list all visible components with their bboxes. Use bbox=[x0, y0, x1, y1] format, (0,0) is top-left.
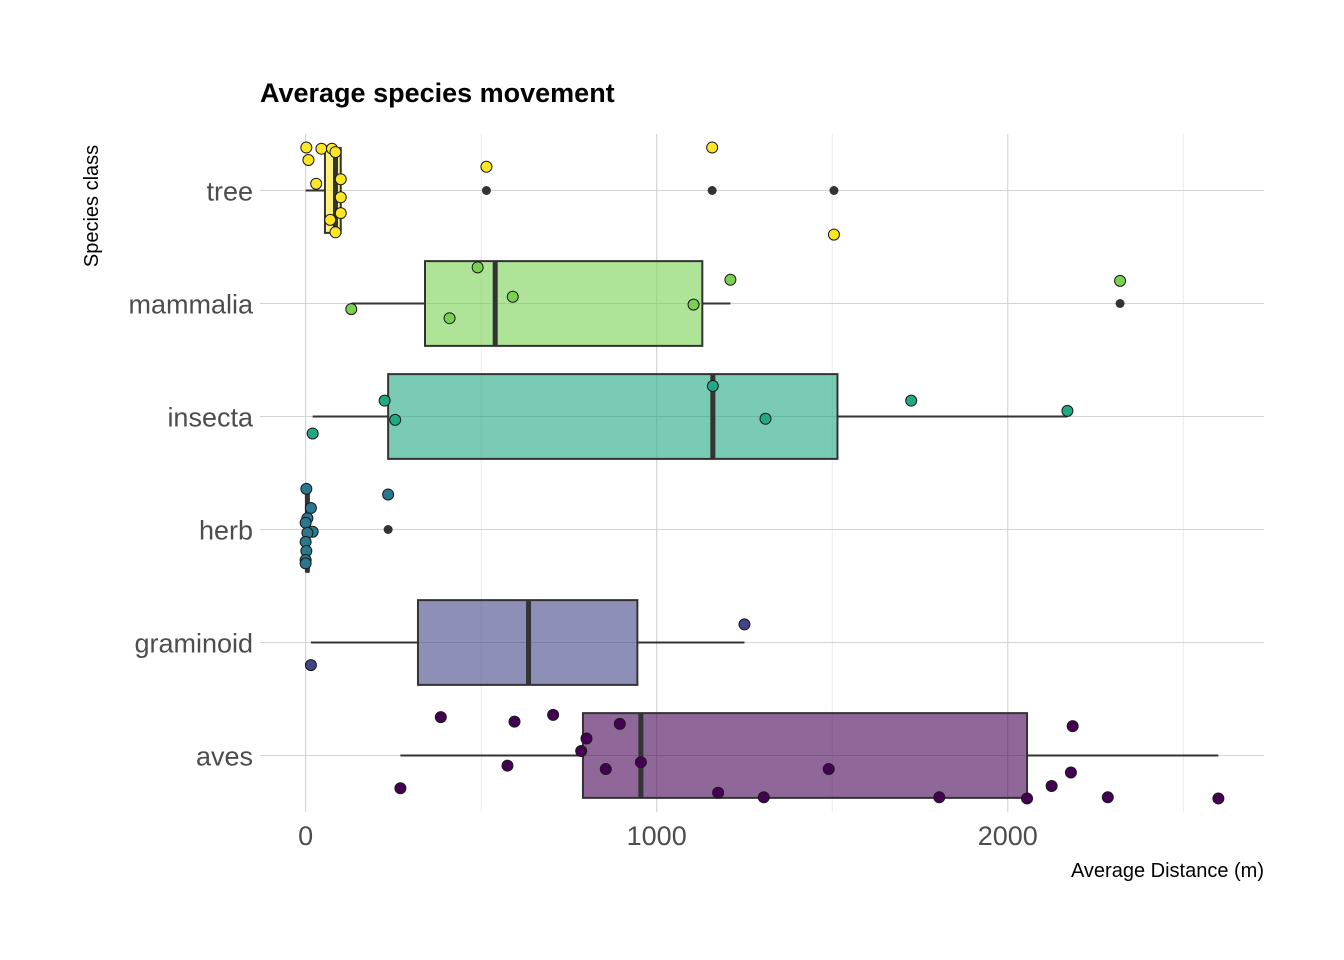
data-point bbox=[613, 717, 626, 730]
data-point bbox=[378, 394, 391, 407]
data-point bbox=[508, 715, 521, 728]
data-point bbox=[1101, 791, 1114, 804]
y-tick-label: mammalia bbox=[128, 290, 254, 320]
data-point bbox=[389, 413, 402, 426]
data-point bbox=[382, 488, 395, 501]
data-point bbox=[759, 412, 772, 425]
data-point bbox=[300, 482, 313, 495]
grid bbox=[260, 134, 1264, 812]
x-tick-label: 0 bbox=[298, 821, 313, 851]
outlier-point bbox=[707, 186, 717, 195]
x-axis-label: Average Distance (m) bbox=[1071, 860, 1264, 882]
boxes bbox=[304, 147, 1219, 799]
data-point bbox=[1064, 766, 1077, 779]
data-point bbox=[706, 379, 719, 392]
data-point bbox=[1066, 720, 1079, 733]
data-point bbox=[310, 177, 323, 190]
box-mammalia bbox=[423, 260, 704, 347]
data-point bbox=[634, 756, 647, 769]
data-point bbox=[1212, 792, 1225, 805]
data-point bbox=[304, 659, 317, 672]
data-point bbox=[501, 759, 514, 772]
data-point bbox=[329, 226, 342, 239]
data-point bbox=[304, 502, 317, 515]
outlier-point bbox=[829, 186, 839, 195]
data-point bbox=[506, 290, 519, 303]
outlier-point bbox=[383, 525, 393, 534]
outlier-point bbox=[1115, 299, 1125, 308]
data-point bbox=[599, 763, 612, 776]
data-point bbox=[827, 228, 840, 241]
data-point bbox=[345, 303, 358, 316]
y-tick-label: graminoid bbox=[134, 629, 253, 659]
x-tick-label: 1000 bbox=[627, 821, 687, 851]
x-tick-label: 2000 bbox=[978, 821, 1038, 851]
data-point bbox=[687, 298, 700, 311]
data-point bbox=[443, 312, 456, 325]
data-point bbox=[822, 763, 835, 776]
data-point bbox=[575, 744, 588, 757]
jitter-points bbox=[299, 141, 1225, 805]
box-aves bbox=[581, 712, 1029, 799]
chart-title: Average species movement bbox=[260, 78, 615, 108]
data-point bbox=[471, 261, 484, 274]
data-point bbox=[306, 427, 319, 440]
y-tick-labels: tree mammalia insecta herb graminoid aves bbox=[128, 177, 254, 772]
data-point bbox=[933, 791, 946, 804]
data-point bbox=[1021, 792, 1034, 805]
data-point bbox=[300, 141, 313, 154]
y-tick-label: herb bbox=[199, 516, 253, 546]
data-point bbox=[1045, 780, 1058, 793]
data-point bbox=[334, 173, 347, 186]
x-tick-labels: 0 1000 2000 bbox=[298, 821, 1038, 851]
data-point bbox=[1061, 404, 1074, 417]
data-point bbox=[547, 708, 560, 721]
data-point bbox=[757, 791, 770, 804]
data-point bbox=[394, 782, 407, 795]
y-tick-label: aves bbox=[196, 742, 253, 772]
data-point bbox=[299, 516, 312, 529]
data-point bbox=[712, 786, 725, 799]
data-point bbox=[706, 141, 719, 154]
data-point bbox=[329, 146, 342, 159]
y-axis-label: Species class bbox=[81, 145, 103, 267]
data-point bbox=[315, 142, 328, 155]
data-point bbox=[738, 618, 751, 631]
data-point bbox=[1114, 274, 1127, 287]
data-point bbox=[905, 394, 918, 407]
y-tick-label: tree bbox=[206, 177, 253, 207]
data-point bbox=[580, 732, 593, 745]
data-point bbox=[302, 153, 315, 166]
data-point bbox=[480, 160, 493, 173]
data-point bbox=[724, 273, 737, 286]
data-point bbox=[434, 711, 447, 724]
outlier-point bbox=[481, 186, 491, 195]
data-point bbox=[334, 191, 347, 204]
data-point bbox=[299, 557, 312, 570]
data-point bbox=[334, 207, 347, 220]
y-tick-label: insecta bbox=[167, 403, 254, 433]
data-point bbox=[324, 213, 337, 226]
